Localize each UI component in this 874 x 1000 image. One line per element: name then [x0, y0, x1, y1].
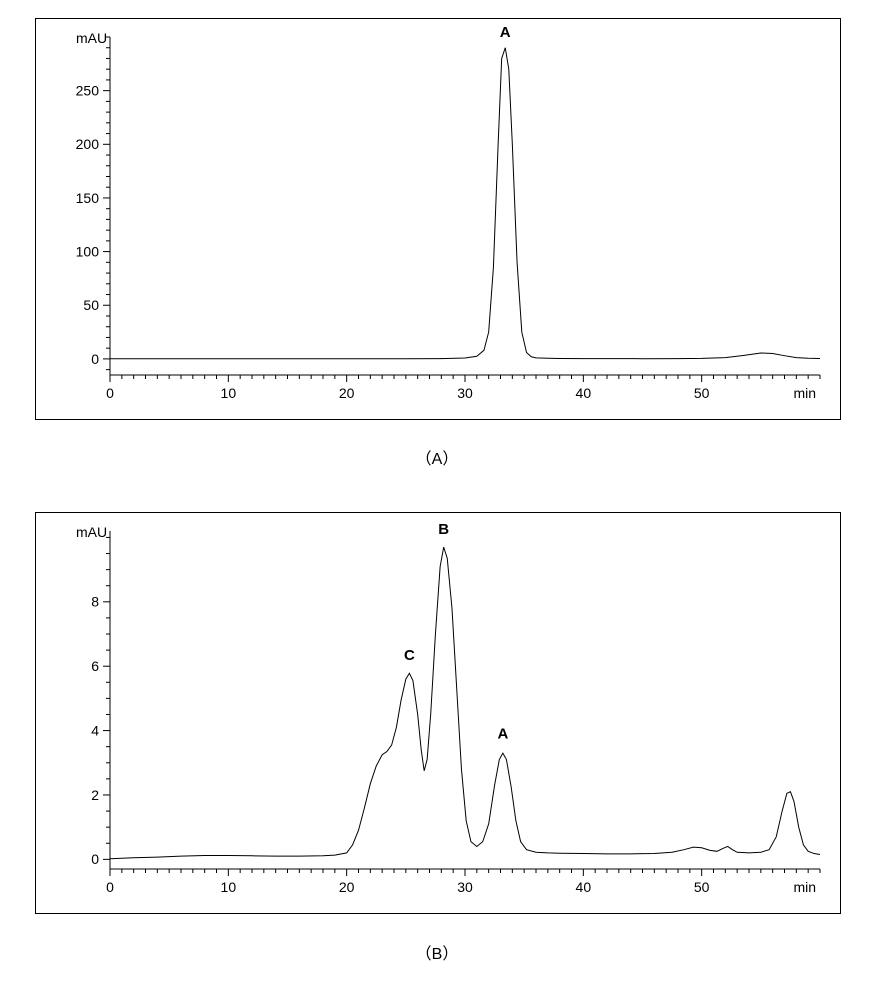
- figure-page: 01020304050min050100150200250mAUA （A） 01…: [0, 0, 874, 1000]
- y-tick-label: 150: [76, 190, 100, 206]
- panel-b-caption: （B）: [0, 940, 874, 964]
- x-tick-label: 20: [339, 385, 355, 401]
- peak-label: C: [404, 647, 415, 664]
- x-tick-label: 20: [339, 879, 355, 895]
- x-tick-label: 50: [694, 879, 710, 895]
- y-tick-label: 4: [91, 722, 99, 738]
- chromatogram-trace: [110, 547, 820, 859]
- x-tick-label: 40: [576, 385, 592, 401]
- y-tick-label: 0: [91, 351, 99, 367]
- y-tick-label: 0: [91, 851, 99, 867]
- x-tick-label: 0: [106, 879, 114, 895]
- panel-a-caption: （A）: [0, 445, 874, 469]
- y-axis-unit-label: mAU: [76, 30, 107, 46]
- y-tick-label: 100: [76, 244, 100, 260]
- y-axis-unit-label: mAU: [76, 524, 107, 540]
- y-tick-label: 2: [91, 787, 99, 803]
- chromatogram-panel-b: 0 10 20 30 40 50 min 0 2 4 6 8 mAU C B A: [35, 512, 841, 914]
- peak-label: B: [438, 521, 449, 538]
- peak-label: A: [500, 24, 511, 41]
- peak-label: A: [497, 726, 508, 743]
- x-axis-unit-label: min: [793, 879, 816, 895]
- x-tick-label: 10: [221, 385, 237, 401]
- y-tick-label: 8: [91, 594, 99, 610]
- x-tick-label: 30: [457, 879, 473, 895]
- chromatogram-panel-a: 0 10 20 30 40 50 min 0 50 100 150 200 250 mAU A: [35, 18, 841, 420]
- x-tick-label: 50: [694, 385, 710, 401]
- x-tick-label: 40: [576, 879, 592, 895]
- chromatogram-svg-b: 0 10 20 30 40 50 min 0 2 4 6 8 mAU C B A: [36, 513, 840, 913]
- x-tick-label: 10: [221, 879, 237, 895]
- y-tick-label: 200: [76, 136, 100, 152]
- chromatogram-trace: [110, 48, 820, 359]
- x-tick-label: 30: [457, 385, 473, 401]
- chromatogram-svg-a: 0 10 20 30 40 50 min 0 50 100 150 200 250 mAU A: [36, 19, 840, 419]
- y-tick-label: 50: [83, 297, 99, 313]
- y-tick-label: 250: [76, 83, 100, 99]
- x-tick-label: 0: [106, 385, 114, 401]
- y-tick-label: 6: [91, 658, 99, 674]
- x-axis-unit-label: min: [793, 385, 816, 401]
